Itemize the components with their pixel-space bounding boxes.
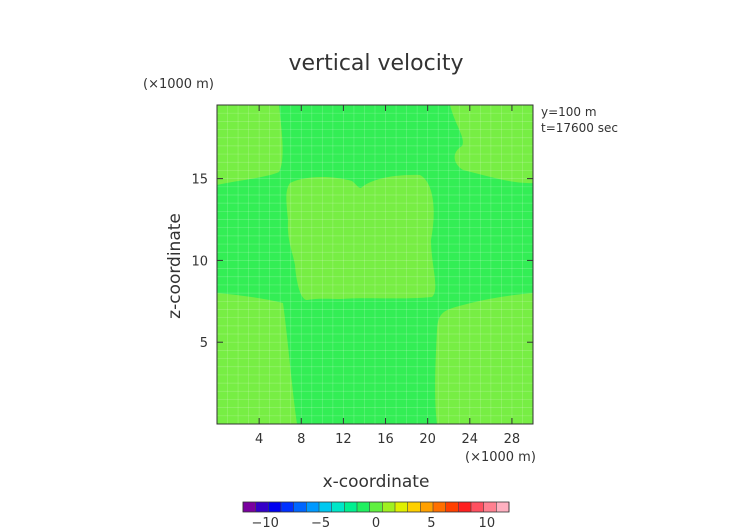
colorbar-swatch: [255, 502, 269, 512]
x-tick-label: 20: [419, 432, 436, 447]
colorbar-swatch: [420, 502, 434, 512]
colorbar-swatch: [243, 502, 256, 512]
annotation-y: y=100 m: [541, 105, 597, 119]
y-tick-label: 10: [191, 254, 208, 269]
colorbar-swatch: [293, 502, 307, 512]
colorbar-swatch: [319, 502, 332, 512]
x-tick-label: 28: [504, 432, 521, 447]
y-unit-label: (×1000 m): [143, 77, 214, 92]
colorbar-swatch: [407, 502, 421, 512]
colorbar-swatch: [471, 502, 484, 512]
chart-title: vertical velocity: [288, 51, 463, 76]
colorbar-tick-label: 10: [479, 516, 496, 531]
x-tick-label: 24: [462, 432, 479, 447]
colorbar-frame: [242, 501, 510, 513]
x-tick-label: 16: [377, 432, 394, 447]
x-tick-label: 4: [255, 432, 263, 447]
x-unit-label: (×1000 m): [465, 450, 536, 465]
y-axis-label: z-coordinate: [165, 213, 185, 319]
colorbar-swatch: [357, 502, 370, 512]
region-right-upper-lobe: [450, 105, 533, 184]
plot-frame: [216, 104, 534, 425]
colorbar-tick-label: −10: [251, 516, 278, 531]
colorbar-swatch: [268, 502, 282, 512]
region-center-block: [286, 174, 436, 300]
x-tick-label: 12: [335, 432, 352, 447]
y-tick-label: 15: [191, 173, 208, 188]
colorbar-swatch: [382, 502, 396, 512]
colorbar: −10 −5 0 5 10: [242, 501, 510, 531]
y-tick-label: 5: [200, 336, 208, 351]
colorbar-swatch: [496, 502, 510, 512]
colorbar-swatch: [344, 502, 358, 512]
colorbar-swatch: [433, 502, 446, 512]
colorbar-swatch: [281, 502, 294, 512]
colorbar-swatch: [483, 502, 497, 512]
x-axis-label: x-coordinate: [323, 472, 430, 492]
plot-area: 4 8 12 16 20 24 28 5 10 15: [191, 104, 534, 447]
region-right-lower-lobe: [435, 293, 533, 424]
annotation-t: t=17600 sec: [541, 121, 618, 135]
colorbar-swatch: [445, 502, 459, 512]
colorbar-swatch: [458, 502, 472, 512]
colorbar-tick-label: 5: [427, 516, 435, 531]
colorbar-swatch: [395, 502, 408, 512]
colorbar-tick-label: 0: [372, 516, 380, 531]
region-left-lower-lobe: [217, 293, 297, 424]
region-left-upper-lobe: [217, 105, 283, 185]
colorbar-swatch: [331, 502, 345, 512]
colorbar-swatch: [369, 502, 383, 512]
colorbar-tick-label: −5: [311, 516, 330, 531]
x-tick-label: 8: [297, 432, 305, 447]
colorbar-swatch: [306, 502, 320, 512]
